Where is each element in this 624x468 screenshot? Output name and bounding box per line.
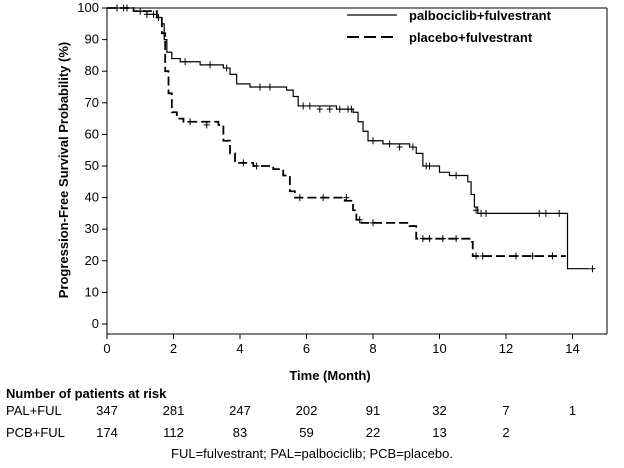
censor-mark [426, 162, 433, 170]
y-tick-label: 80 [85, 63, 99, 78]
censor-mark [113, 4, 120, 12]
censor-mark [120, 4, 127, 12]
y-tick-label: 70 [85, 95, 99, 110]
risk-count: 13 [432, 425, 447, 440]
censor-mark [143, 10, 150, 18]
censor-mark [453, 235, 460, 243]
censor-mark [266, 83, 273, 91]
risk-count: 202 [295, 403, 318, 418]
risk-count: 281 [162, 403, 185, 418]
legend-label: palbociclib+fulvestrant [409, 8, 552, 23]
x-tick-label: 10 [432, 341, 446, 356]
censor-mark [316, 105, 323, 113]
axes [106, 7, 608, 335]
y-axis-label: Progression-Free Survival Probability (%… [56, 42, 71, 298]
risk-count: 91 [365, 403, 381, 418]
censor-marks [113, 4, 596, 273]
censor-mark [556, 209, 563, 217]
censor-mark [409, 143, 416, 151]
censor-mark [370, 137, 376, 145]
ticks: 0 10 20 30 40 50 60 70 80 90 100 0 2 4 6 8 10 12 14 [77, 0, 579, 356]
risk-count: 1 [568, 403, 577, 418]
risk-count: 32 [432, 403, 447, 418]
censor-mark [396, 143, 403, 151]
censor-mark [326, 105, 333, 113]
footnote: FUL=fulvestrant; PAL=palbociclib; PCB=pl… [171, 446, 453, 461]
censor-mark [155, 13, 162, 21]
censor-mark [223, 64, 230, 72]
censor-mark [426, 235, 433, 243]
censor-mark [207, 61, 214, 69]
risk-count: 112 [163, 425, 184, 440]
censor-mark [296, 194, 303, 202]
x-tick-label: 2 [170, 341, 177, 356]
censor-mark [182, 58, 189, 66]
censor-mark [453, 171, 460, 179]
censor-mark [549, 252, 556, 260]
risk-count: 59 [299, 425, 314, 440]
x-axis-label: Time (Month) [289, 368, 370, 383]
censor-mark [137, 7, 144, 15]
risk-table-title: Number of patients at risk [6, 386, 167, 401]
risk-count: 2 [502, 425, 510, 440]
censor-mark [336, 105, 343, 113]
y-tick-label: 100 [77, 0, 99, 15]
risk-count: 22 [365, 425, 381, 440]
x-tick-label: 8 [369, 341, 376, 356]
x-tick-label: 6 [303, 341, 310, 356]
risk-count: 174 [96, 425, 118, 440]
y-tick-label: 50 [85, 158, 99, 173]
censor-mark [473, 252, 480, 260]
censor-mark [529, 252, 536, 260]
censor-mark [306, 102, 313, 110]
censor-mark [386, 140, 393, 148]
censor-mark [348, 105, 355, 113]
censor-mark [343, 194, 350, 202]
y-tick-label: 90 [85, 32, 99, 47]
censor-mark [419, 235, 426, 243]
y-tick-label: 30 [85, 221, 99, 236]
y-tick-label: 20 [85, 253, 99, 268]
censor-mark [320, 194, 327, 202]
pfs-chart: 0 10 20 30 40 50 60 70 80 90 100 0 2 4 6 8 10 12 14 palboc… [56, 0, 608, 383]
censor-mark [356, 216, 363, 224]
risk-count: 247 [229, 403, 251, 418]
risk-row-label: PAL+FUL [6, 403, 62, 418]
censor-mark [187, 118, 194, 126]
x-tick-label: 4 [236, 341, 243, 356]
censor-mark [256, 83, 263, 91]
series-line-palbociclib-fulvestrant [107, 7, 590, 270]
censor-mark [473, 206, 480, 214]
y-tick-label: 10 [85, 284, 99, 299]
risk-count: 7 [502, 403, 510, 418]
censor-mark [370, 219, 376, 227]
censor-mark [512, 252, 519, 260]
censor-mark [542, 209, 549, 217]
censor-mark [203, 121, 210, 129]
series-line-placebo-fulvestrant [107, 7, 566, 257]
censor-mark [479, 252, 486, 260]
censor-mark [589, 265, 596, 273]
censor-mark [150, 10, 157, 18]
censor-mark [536, 209, 543, 217]
censor-mark [253, 162, 260, 170]
censor-mark [240, 159, 247, 167]
survival-curves [107, 7, 590, 270]
x-tick-label: 14 [565, 341, 579, 356]
risk-count: 347 [96, 403, 118, 418]
censor-mark [300, 102, 307, 110]
x-tick-label: 0 [103, 341, 110, 356]
risk-row-label: PCB+FUL [6, 425, 65, 440]
censor-mark [439, 235, 446, 243]
y-tick-label: 60 [85, 126, 99, 141]
censor-mark [483, 209, 490, 217]
y-tick-label: 40 [85, 190, 99, 205]
legend: palbociclib+fulvestrant placebo+fulvestra… [347, 8, 552, 45]
x-tick-label: 12 [499, 341, 513, 356]
legend-label: placebo+fulvestrant [409, 30, 533, 45]
y-tick-label: 0 [92, 316, 99, 331]
risk-count: 83 [232, 425, 248, 440]
